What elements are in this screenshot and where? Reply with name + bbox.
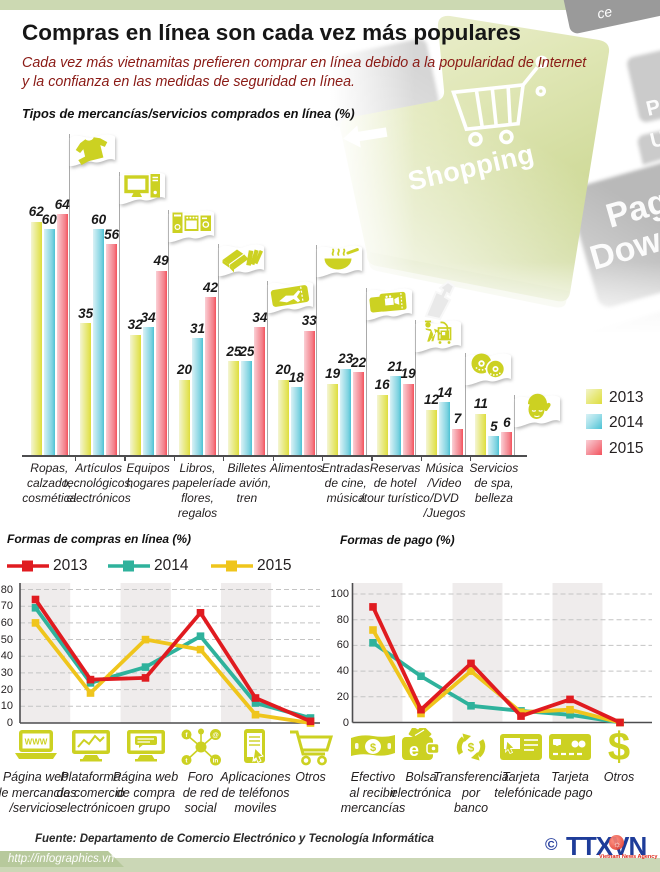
- svg-text:WWW: WWW: [24, 738, 47, 747]
- svg-text:ce: ce: [596, 3, 614, 22]
- svg-text:e: e: [409, 740, 419, 760]
- svg-text:€: €: [555, 741, 559, 748]
- svg-text:in: in: [212, 758, 218, 765]
- svg-text:$: $: [468, 741, 475, 755]
- svg-text:f: f: [185, 732, 188, 739]
- svg-text:$: $: [370, 742, 376, 754]
- svg-text:t: t: [185, 758, 188, 765]
- svg-text:$: $: [608, 728, 630, 766]
- svg-text:@: @: [212, 732, 218, 739]
